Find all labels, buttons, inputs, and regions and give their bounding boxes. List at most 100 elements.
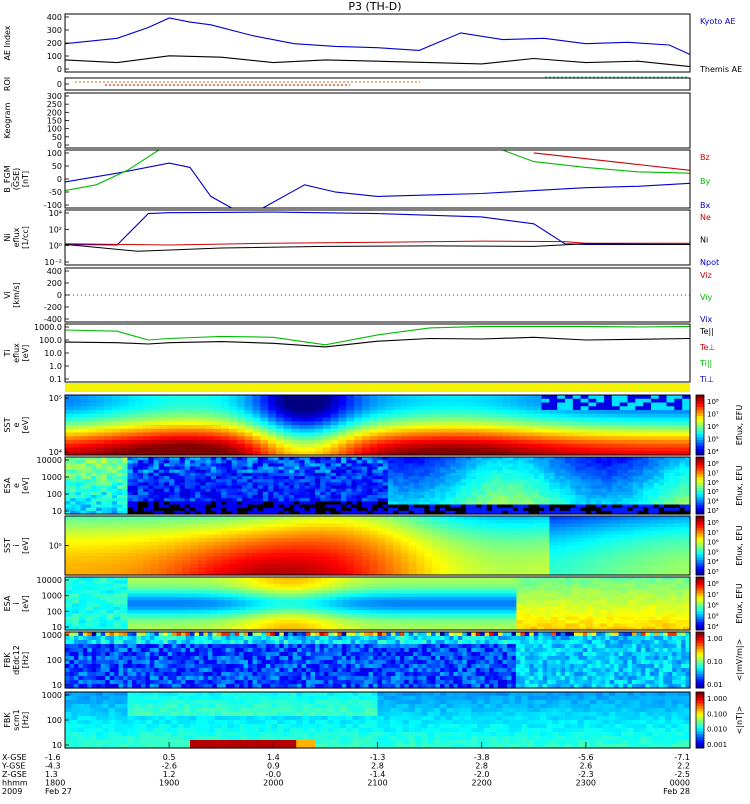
colorbar-tick-sst_e: 10⁷ (707, 411, 719, 419)
sst_i-spectrogram (65, 516, 691, 576)
footer-cell: Feb 27 (45, 787, 72, 796)
colorbar-tick-esa_i: 10⁴ (707, 623, 719, 631)
ylabel-vi: Vi (3, 291, 12, 299)
y-tick-roi: 0 (57, 80, 62, 89)
footer-cell: 1900 (159, 779, 179, 788)
legend-ni: Ne (700, 213, 711, 222)
ylabel-ni: [1/cc] (21, 226, 30, 249)
footer-cell: 2100 (367, 779, 387, 788)
esa_i-spectrogram (65, 577, 691, 631)
ylabel-ae: AE Index (3, 25, 12, 60)
plot-title: P3 (TH-D) (0, 0, 750, 13)
panel-frame-roi (65, 78, 690, 90)
series-line-by (65, 150, 690, 191)
legend-bfgm: Bz (700, 153, 710, 162)
y-tick-ae: 300 (47, 26, 62, 35)
legend-vi: Viz (700, 271, 712, 280)
ylabel-ni: eflux (12, 227, 21, 247)
y-tick-esa_i: 10000 (37, 576, 62, 585)
legend-ti: Te|| (699, 327, 714, 336)
ylabel-esa_e: [eV] (21, 477, 30, 494)
panel-frame-ti (65, 324, 690, 382)
legend-ni: Npot (700, 258, 719, 267)
footer-cell: 2300 (576, 779, 596, 788)
colorbar-tick-esa_i: 10⁷ (707, 591, 719, 599)
ylabel-fbk_b: dEdc12 (12, 645, 21, 675)
colorbar-tick-sst_i: 10³ (707, 568, 719, 576)
ylabel-esa_i: i (12, 602, 21, 604)
colorbar-tick-esa_i: 10⁶ (707, 602, 719, 610)
ylabel-esa_e: e (12, 483, 21, 488)
y-tick-ae: 400 (47, 13, 62, 22)
ylabel-sst_i: SST (3, 538, 12, 553)
ylabel-esa_i: ESA (3, 595, 12, 611)
legend-ti: Te⊥ (699, 343, 715, 352)
colorbar-tick-fbk_s: 1.000 (707, 695, 727, 703)
ylabel-sst_e: SST (3, 417, 12, 432)
ylabel-esa_e: ESA (3, 477, 12, 493)
y-tick-esa_e: 1000 (42, 473, 62, 482)
ylabel-esa_i: [eV] (21, 595, 30, 612)
panel-frame-keogram (65, 93, 690, 148)
ylabel-sst_i: i (12, 544, 21, 546)
colorbar-tick-sst_i: 10⁵ (707, 548, 719, 556)
legend-ae: Themis AE (699, 65, 742, 74)
y-tick-fbk_b: 1000 (42, 631, 62, 640)
colorbar-label-esa_i: Eflux, EFU (735, 583, 744, 624)
ylabel-vi: [km/s] (12, 282, 21, 308)
colorbar-tick-fbk_b: 1.00 (707, 635, 723, 643)
legend-ti: Ti⊥ (699, 375, 714, 384)
ylabel-bfgm: B_FGM (3, 165, 12, 192)
y-tick-bfgm: -50 (49, 188, 62, 197)
y-tick-vi: 400 (47, 267, 62, 276)
y-tick-ae: 0 (57, 65, 62, 74)
footer-cell: 2000 (263, 779, 283, 788)
series-line-themis-ae (65, 56, 690, 67)
y-tick-fbk_b: 10 (52, 681, 62, 690)
ylabel-ni: Ni (3, 233, 12, 241)
y-tick-ni: 10⁻² (44, 258, 62, 267)
y-tick-sst_e: 10⁵ (49, 394, 62, 403)
y-tick-fbk_s: 1000 (42, 691, 62, 700)
colorbar-tick-fbk_b: 0.10 (707, 658, 723, 666)
colorbar-tick-sst_e: 10⁵ (707, 436, 719, 444)
esa_e-spectrogram (65, 457, 691, 515)
colorbar-tick-esa_e: 10⁵ (707, 488, 719, 496)
y-tick-esa_e: 100 (47, 490, 62, 499)
legend-bfgm: By (700, 177, 710, 186)
y-tick-fbk_s: 10 (52, 741, 62, 750)
y-tick-esa_e: 10000 (37, 456, 62, 465)
ylabel-fbk_s: FBK (3, 712, 12, 728)
colorbar-tick-esa_e: 10⁷ (707, 469, 719, 477)
colorbar-tick-sst_i: 10⁴ (707, 558, 719, 566)
ylabel-keogram: Keogram (3, 102, 12, 138)
y-tick-sst_i: 10⁵ (49, 542, 62, 551)
legend-vi: Viy (700, 293, 713, 302)
colorbar-tick-sst_e: 10⁴ (707, 448, 719, 456)
y-tick-esa_e: 10 (52, 507, 62, 516)
legend-bfgm: Bx (700, 201, 710, 210)
y-tick-ni: 10⁰ (49, 242, 62, 251)
y-tick-ti: 1.0 (49, 362, 62, 371)
ylabel-ti: eflux (12, 343, 21, 363)
spectro-top-band (65, 383, 690, 392)
colorbar-tick-esa_i: 10⁵ (707, 612, 719, 620)
footer-cell: Feb 28 (663, 787, 690, 796)
colorbar-tick-fbk_b: 0.01 (707, 681, 723, 689)
colorbar-tick-fbk_s: 0.010 (707, 726, 727, 734)
ylabel-roi: ROI (3, 77, 12, 91)
colorbar-tick-esa_e: 10³ (707, 507, 719, 515)
legend-ni: Ni (700, 236, 708, 245)
panel-frame-bfgm (65, 150, 690, 208)
y-tick-bfgm: 50 (52, 162, 62, 171)
legend-ti: Ti|| (699, 359, 712, 368)
colorbar-tick-esa_e: 10⁸ (707, 460, 719, 468)
colorbar-tick-sst_i: 10⁸ (707, 519, 719, 527)
y-tick-ni: 10⁴ (49, 209, 62, 218)
legend-vi: Vix (700, 315, 713, 324)
ylabel-ti: [eV] (21, 345, 30, 362)
sst_e-spectrogram (65, 395, 691, 456)
y-tick-esa_i: 100 (47, 607, 62, 616)
colorbar-tick-fbk_s: 0.001 (707, 741, 727, 749)
